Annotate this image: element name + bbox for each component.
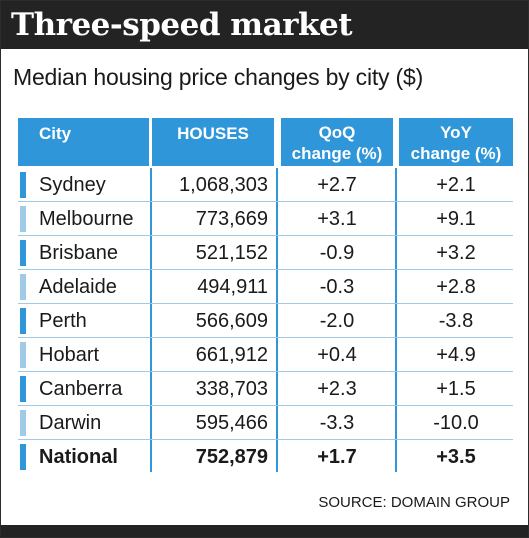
city-cell: Hobart bbox=[39, 344, 100, 366]
yoy-cell: +9.1 bbox=[436, 208, 476, 230]
qoq-cell: +0.4 bbox=[317, 344, 357, 366]
houses-cell: 773,669 bbox=[195, 208, 268, 230]
houses-cell: 595,466 bbox=[195, 412, 268, 434]
table-row: Adelaide 494,911 -0.3 +2.8 bbox=[18, 270, 513, 304]
column-header-yoy-line1: YoY bbox=[440, 123, 472, 142]
column-divider bbox=[150, 168, 152, 472]
row-marker bbox=[20, 410, 26, 436]
column-divider bbox=[395, 168, 397, 472]
houses-cell: 338,703 bbox=[195, 378, 268, 400]
yoy-cell: +2.8 bbox=[436, 276, 476, 298]
yoy-cell: +3.5 bbox=[436, 446, 476, 468]
column-header-yoy-line2: change (%) bbox=[410, 144, 502, 163]
title-bar: Three-speed market bbox=[1, 1, 528, 49]
row-divider bbox=[18, 201, 513, 202]
row-marker bbox=[20, 376, 26, 402]
yoy-cell: -10.0 bbox=[433, 412, 479, 434]
city-cell: Canberra bbox=[39, 378, 123, 400]
houses-cell: 1,068,303 bbox=[179, 174, 268, 196]
table-row: Canberra 338,703 +2.3 +1.5 bbox=[18, 372, 513, 406]
qoq-cell: +3.1 bbox=[317, 208, 357, 230]
qoq-cell: -0.9 bbox=[319, 242, 355, 264]
table-row: Sydney 1,068,303 +2.7 +2.1 bbox=[18, 168, 513, 202]
qoq-cell: -3.3 bbox=[319, 412, 355, 434]
row-marker bbox=[20, 274, 26, 300]
table-row: National 752,879 +1.7 +3.5 bbox=[18, 440, 513, 474]
row-divider bbox=[18, 405, 513, 406]
row-divider bbox=[18, 235, 513, 236]
column-divider bbox=[276, 168, 278, 472]
row-marker bbox=[20, 308, 26, 334]
city-cell: Darwin bbox=[39, 412, 102, 434]
column-header-city: City bbox=[18, 118, 149, 166]
column-header-houses-label: HOUSES bbox=[177, 124, 249, 143]
city-cell: National bbox=[39, 446, 118, 468]
city-cell: Sydney bbox=[39, 174, 106, 196]
city-cell: Brisbane bbox=[39, 242, 118, 264]
column-header-qoq-line1: QoQ bbox=[318, 123, 356, 142]
column-header-houses: HOUSES bbox=[152, 118, 274, 166]
column-header-qoq-line2: change (%) bbox=[291, 144, 383, 163]
houses-cell: 661,912 bbox=[195, 344, 268, 366]
yoy-cell: +2.1 bbox=[436, 174, 476, 196]
row-marker bbox=[20, 172, 26, 198]
yoy-cell: +4.9 bbox=[436, 344, 476, 366]
city-cell: Adelaide bbox=[39, 276, 117, 298]
qoq-cell: +2.3 bbox=[317, 378, 357, 400]
row-divider bbox=[18, 337, 513, 338]
houses-cell: 752,879 bbox=[195, 446, 268, 468]
qoq-cell: -2.0 bbox=[319, 310, 355, 332]
bottom-bar bbox=[1, 525, 528, 537]
table-row: Darwin 595,466 -3.3 -10.0 bbox=[18, 406, 513, 440]
qoq-cell: -0.3 bbox=[319, 276, 355, 298]
yoy-cell: +3.2 bbox=[436, 242, 476, 264]
yoy-cell: +1.5 bbox=[436, 378, 476, 400]
row-divider bbox=[18, 269, 513, 270]
houses-cell: 494,911 bbox=[197, 276, 268, 298]
yoy-cell: -3.8 bbox=[438, 310, 474, 332]
column-header-yoy: YoY change (%) bbox=[399, 118, 513, 166]
table-row: Hobart 661,912 +0.4 +4.9 bbox=[18, 338, 513, 372]
row-divider bbox=[18, 439, 513, 440]
chart-title: Three-speed market bbox=[11, 7, 353, 43]
column-header-city-label: City bbox=[39, 124, 72, 143]
qoq-cell: +1.7 bbox=[317, 446, 357, 468]
row-marker bbox=[20, 206, 26, 232]
row-marker bbox=[20, 342, 26, 368]
city-cell: Melbourne bbox=[39, 208, 134, 230]
city-cell: Perth bbox=[39, 310, 87, 332]
row-divider bbox=[18, 303, 513, 304]
qoq-cell: +2.7 bbox=[317, 174, 357, 196]
row-divider bbox=[18, 371, 513, 372]
table-row: Perth 566,609 -2.0 -3.8 bbox=[18, 304, 513, 338]
table-row: Brisbane 521,152 -0.9 +3.2 bbox=[18, 236, 513, 270]
table-row: Melbourne 773,669 +3.1 +9.1 bbox=[18, 202, 513, 236]
column-header-qoq: QoQ change (%) bbox=[281, 118, 393, 166]
chart-subtitle: Median housing price changes by city ($) bbox=[13, 64, 424, 90]
source-note: SOURCE: DOMAIN GROUP bbox=[318, 494, 510, 511]
row-marker bbox=[20, 240, 26, 266]
row-marker bbox=[20, 444, 26, 470]
houses-cell: 566,609 bbox=[195, 310, 268, 332]
houses-cell: 521,152 bbox=[195, 242, 268, 264]
